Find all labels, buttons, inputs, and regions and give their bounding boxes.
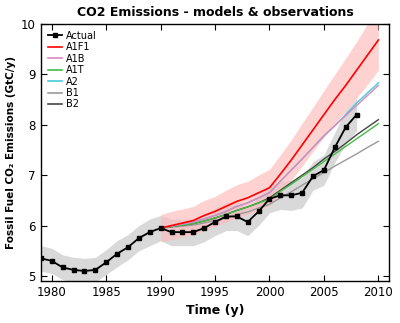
Title: CO2 Emissions - models & observations: CO2 Emissions - models & observations <box>77 5 354 18</box>
Y-axis label: Fossil Fuel CO₂ Emissions (GtC/y): Fossil Fuel CO₂ Emissions (GtC/y) <box>6 56 16 249</box>
Legend: Actual, A1F1, A1B, A1T, A2, B1, B2: Actual, A1F1, A1B, A1T, A2, B1, B2 <box>46 29 99 111</box>
X-axis label: Time (y): Time (y) <box>186 305 244 318</box>
